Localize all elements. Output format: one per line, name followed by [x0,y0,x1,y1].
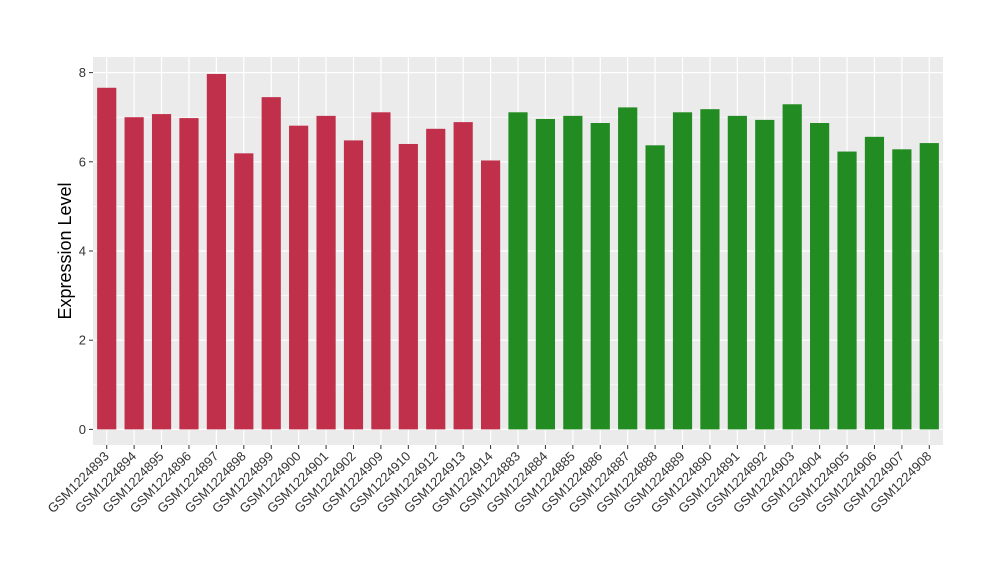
bar-GSM1224899 [261,97,281,430]
bar-GSM1224896 [179,118,199,430]
y-tick-label: 8 [79,65,86,80]
bar-GSM1224891 [727,115,747,430]
bar-GSM1224886 [590,123,610,430]
bar-GSM1224900 [289,125,309,430]
y-tick-label: 0 [79,422,86,437]
y-tick-label: 2 [79,333,86,348]
x-axis: GSM1224893GSM1224894GSM1224895GSM1224896… [44,445,934,516]
bar-GSM1224910 [398,143,418,430]
bar-GSM1224904 [810,123,830,430]
bar-GSM1224892 [755,119,775,430]
bar-GSM1224906 [864,136,885,430]
bar-GSM1224887 [618,107,638,430]
bar-GSM1224903 [782,104,802,430]
bar-GSM1224883 [508,112,528,430]
bar-GSM1224898 [234,153,254,430]
bar-GSM1224912 [426,128,446,430]
bar-GSM1224884 [535,118,556,430]
bar-GSM1224888 [645,145,665,430]
bar-GSM1224913 [453,122,473,430]
bar-GSM1224893 [97,87,117,430]
bar-GSM1224901 [316,115,336,430]
bar-GSM1224889 [672,112,693,430]
bar-GSM1224908 [919,143,939,430]
y-tick-label: 6 [79,154,86,169]
bar-GSM1224905 [837,151,857,430]
bar-GSM1224894 [124,117,144,430]
bar-GSM1224895 [151,114,172,430]
bar-GSM1224914 [480,160,501,430]
y-tick-label: 4 [79,244,86,259]
bar-GSM1224909 [371,112,391,430]
bar-GSM1224902 [343,140,364,430]
bar-GSM1224890 [700,109,720,430]
y-axis-title: Expression Level [55,182,75,319]
bar-GSM1224897 [206,73,226,430]
y-axis: 0 2 4 6 8 [79,65,93,437]
bar-layer [97,73,939,430]
bar-GSM1224907 [892,149,912,430]
bar-GSM1224885 [563,115,583,430]
